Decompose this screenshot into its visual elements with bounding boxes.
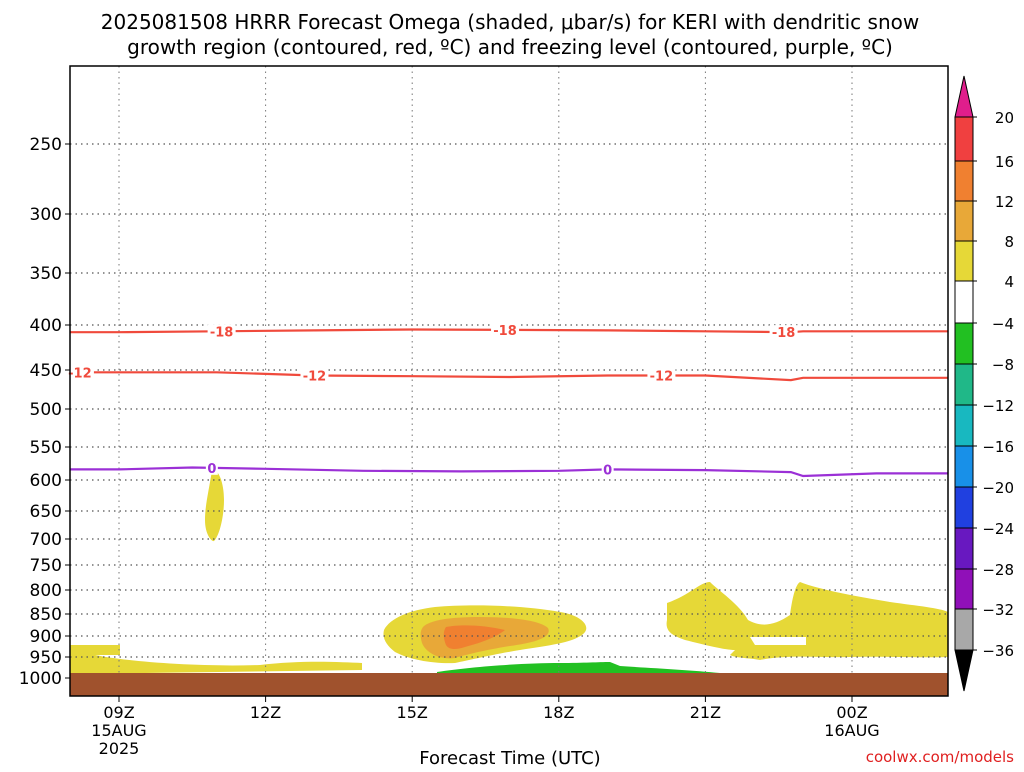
omega-green-center <box>437 662 720 673</box>
colorbar-swatch-12 <box>954 568 974 610</box>
colorbar-swatch-1 <box>954 116 974 162</box>
colorbar-swatch-2 <box>954 160 974 202</box>
colorbar-swatch-8 <box>954 404 974 447</box>
contour-label-bg--12-2 <box>647 368 676 383</box>
contour-label-bg--12-0 <box>65 365 94 380</box>
y-tick-label-700: 700 <box>30 530 62 550</box>
colorbar-swatch-10 <box>954 486 974 529</box>
y-tick-label-300: 300 <box>30 205 62 225</box>
x-tick-label-18Z: 18Z <box>543 703 574 722</box>
contour-label-bg--18-2 <box>769 325 798 340</box>
y-tick-label-250: 250 <box>30 135 62 155</box>
x-tick-label-15Z: 15Z <box>397 703 428 722</box>
ground-surface <box>70 673 948 696</box>
contour-label--12-2: -12 <box>650 369 674 384</box>
omega-white-gap <box>750 637 806 645</box>
gridlines <box>70 66 948 696</box>
contour-label--18-1: -18 <box>493 324 517 339</box>
colorbar-swatch-6 <box>954 322 974 365</box>
y-tick-label-850: 850 <box>30 605 62 625</box>
contour-label-bg--18-0 <box>207 324 236 339</box>
y-tick-label-550: 550 <box>30 438 62 458</box>
y-tick-label-400: 400 <box>30 316 62 336</box>
credit-text: coolwx.com/models <box>866 748 1014 766</box>
y-tick-label-800: 800 <box>30 581 62 601</box>
x-tick-year-09Z: 2025 <box>99 739 140 758</box>
y-tick-label-350: 350 <box>30 264 62 284</box>
colorbar-label-10: −24 <box>982 520 1014 538</box>
contour-label-bg-0-0 <box>205 460 218 475</box>
contour-label--12-1: -12 <box>303 369 327 384</box>
contour-label-bg--12-1 <box>300 368 329 383</box>
colorbar: 20 16 12 8 4 −4 −8 −12 −16 −20 −24 −28 −32 −36 <box>954 75 1014 692</box>
colorbar-label-8: −16 <box>982 438 1014 456</box>
x-tick-label-00Z: 00Z <box>836 703 867 722</box>
plot-area: -18 -18 -18 -12 -12 -12 0 0 <box>65 65 949 697</box>
omega-yellow-small <box>205 469 224 542</box>
contour-label--18-0: -18 <box>210 325 234 340</box>
colorbar-label-5: −4 <box>992 315 1014 333</box>
contour-label-0-0: 0 <box>207 462 216 477</box>
omega-shading <box>70 469 948 674</box>
contour-line--12 <box>70 371 948 382</box>
contour-label--18-2: -18 <box>772 326 796 341</box>
x-tick-label-21Z: 21Z <box>690 703 721 722</box>
colorbar-label-2: 12 <box>995 193 1014 211</box>
colorbar-label-7: −12 <box>982 397 1014 415</box>
colorbar-label-12: −32 <box>982 601 1014 619</box>
colorbar-swatch-4 <box>954 240 974 282</box>
y-tick-label-900: 900 <box>30 627 62 647</box>
colorbar-label-11: −28 <box>982 561 1014 579</box>
chart-title-line1: 2025081508 HRRR Forecast Omega (shaded, … <box>101 10 919 34</box>
colorbar-top-triangle <box>954 75 974 118</box>
colorbar-label-9: −20 <box>982 479 1014 497</box>
colorbar-label-6: −8 <box>992 356 1014 374</box>
y-tick-label-750: 750 <box>30 556 62 576</box>
colorbar-label-1: 16 <box>995 153 1014 171</box>
colorbar-bottom-triangle <box>954 649 974 692</box>
colorbar-swatch-9 <box>954 445 974 488</box>
colorbar-label-0: 20 <box>995 109 1014 127</box>
y-tick-label-1000: 1000 <box>19 669 62 689</box>
y-tick-label-950: 950 <box>30 648 62 668</box>
omega-yellow-right <box>666 582 948 660</box>
contour-label--12-0: -12 <box>68 366 92 381</box>
contour-label-bg-0-1 <box>601 462 614 477</box>
y-tick-label-650: 650 <box>30 502 62 522</box>
x-tick-date-09Z: 15AUG <box>91 721 146 740</box>
omega-orange-center <box>443 625 505 650</box>
x-tick-label-09Z: 09Z <box>103 703 134 722</box>
y-axis: 2503003504004505005506006507007508008509… <box>19 135 70 689</box>
colorbar-swatch-13 <box>954 608 974 651</box>
chart-title-line2: growth region (contoured, red, ºC) and f… <box>127 35 893 59</box>
contour-label-0-1: 0 <box>603 463 612 478</box>
contour-line-0 <box>70 466 948 478</box>
colorbar-swatch-11 <box>954 527 974 570</box>
plot-frame <box>69 65 949 697</box>
x-axis-label: Forecast Time (UTC) <box>419 748 600 768</box>
contour-label-bg--18-1 <box>491 322 520 337</box>
colorbar-swatch-7 <box>954 363 974 406</box>
colorbar-swatch-5 <box>954 280 974 324</box>
colorbar-label-13: −36 <box>982 642 1014 660</box>
colorbar-label-4: 4 <box>1004 273 1014 291</box>
x-tick-date-00Z: 16AUG <box>824 721 879 740</box>
y-tick-label-600: 600 <box>30 471 62 491</box>
colorbar-swatch-3 <box>954 200 974 242</box>
contour-lines: -18 -18 -18 -12 -12 -12 0 0 <box>65 322 948 478</box>
colorbar-label-3: 8 <box>1004 233 1014 251</box>
omega-yellow-left <box>70 645 362 674</box>
x-tick-label-12Z: 12Z <box>250 703 281 722</box>
y-tick-label-450: 450 <box>30 361 62 381</box>
y-tick-label-500: 500 <box>30 400 62 420</box>
